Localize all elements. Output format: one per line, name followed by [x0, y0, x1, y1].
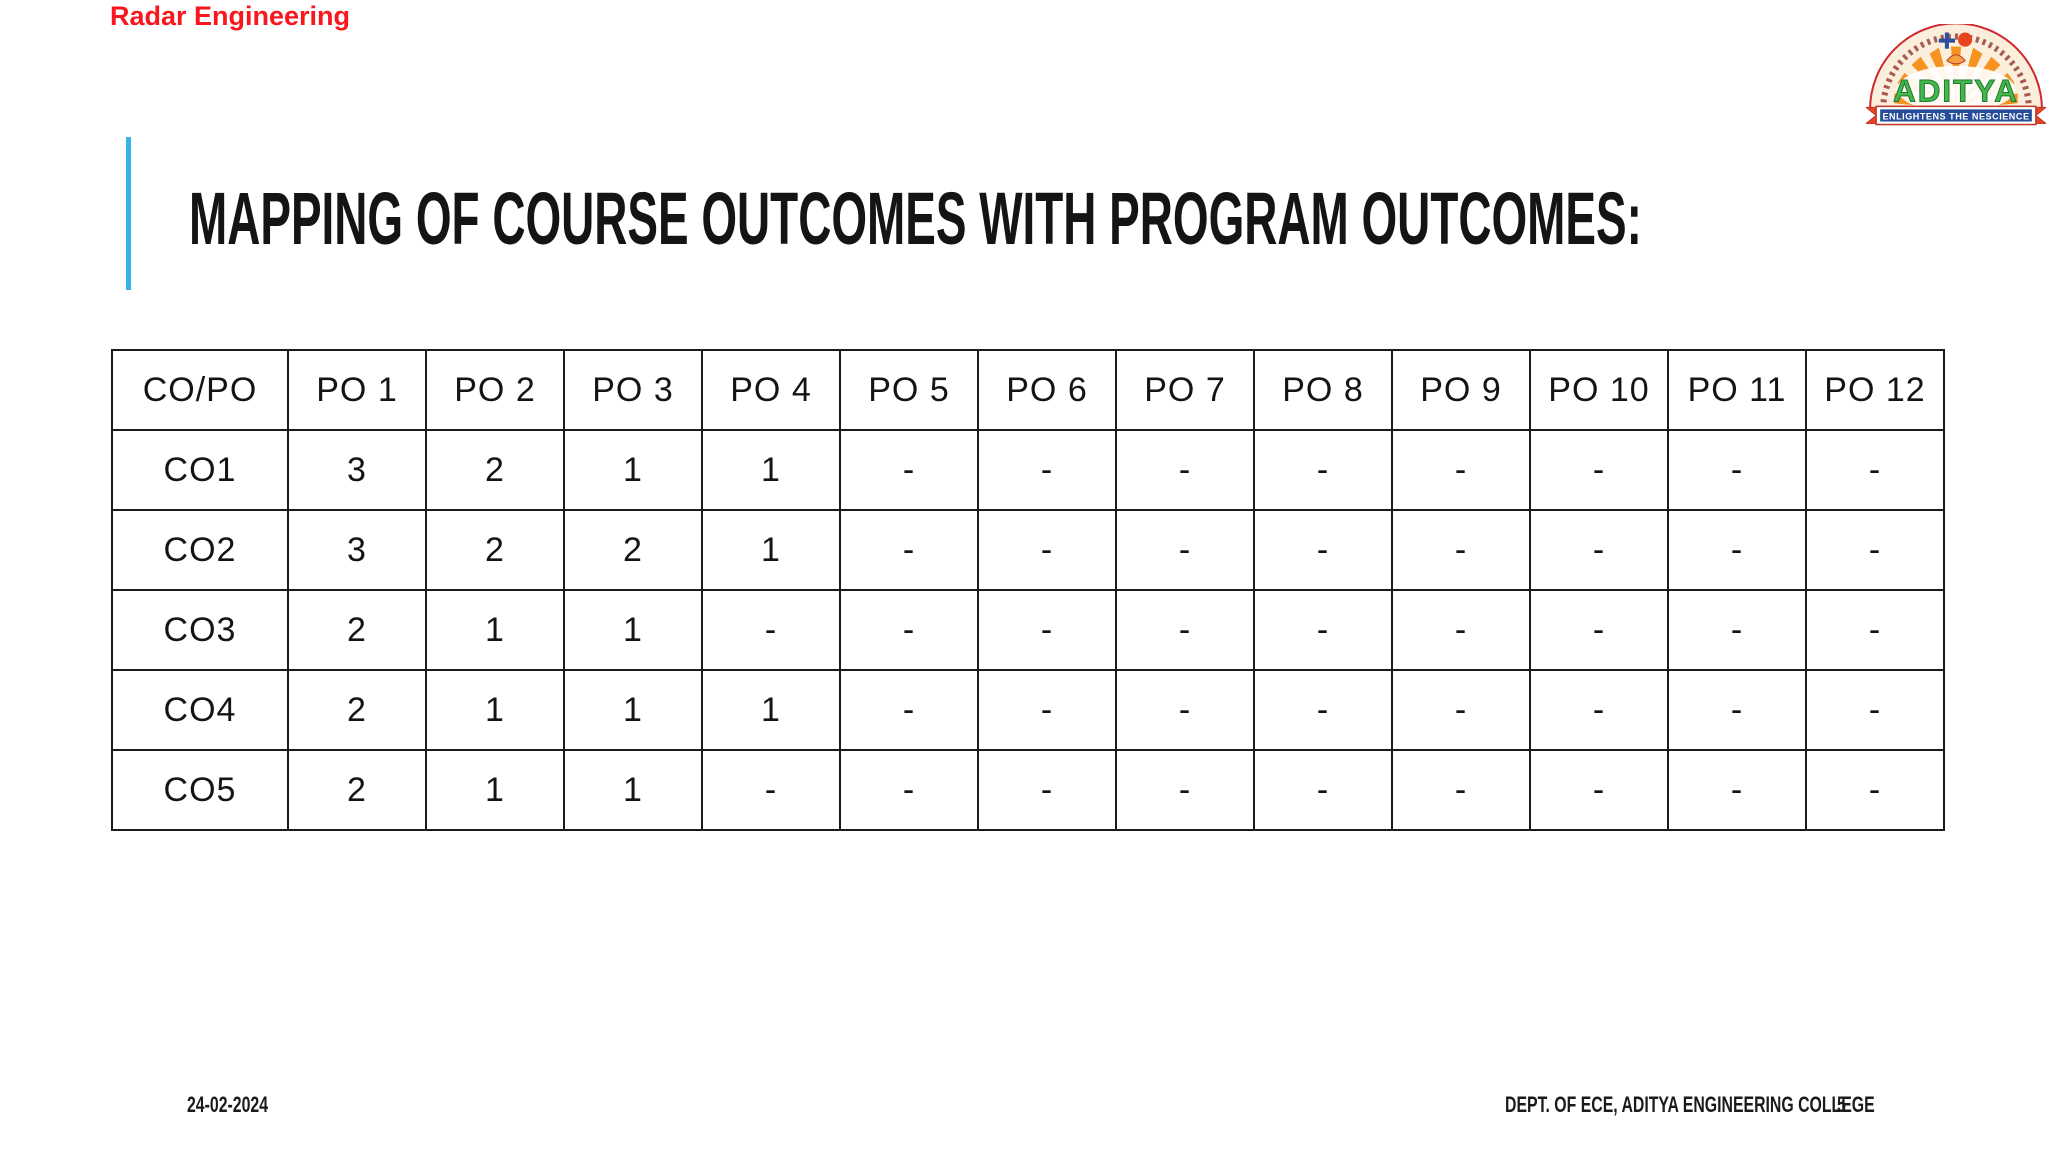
course-label: Radar Engineering: [110, 1, 351, 31]
table-cell: -: [1805, 589, 1945, 671]
table-cell: -: [977, 669, 1117, 751]
column-header: PO 9: [1391, 349, 1531, 431]
table-cell: 2: [563, 509, 703, 591]
column-header: PO 4: [701, 349, 841, 431]
table-cell: -: [1253, 749, 1393, 831]
table-cell: -: [839, 749, 979, 831]
column-header: CO/PO: [111, 349, 289, 431]
table-cell: 1: [701, 669, 841, 751]
row-label: CO4: [111, 669, 289, 751]
column-header: PO 1: [287, 349, 427, 431]
table-cell: 3: [287, 509, 427, 591]
table-cell: -: [977, 509, 1117, 591]
table-cell: -: [1115, 429, 1255, 511]
table-cell: -: [1115, 749, 1255, 831]
table-cell: -: [1391, 429, 1531, 511]
table-cell: 1: [563, 669, 703, 751]
page-title: MAPPING OF COURSE OUTCOMES WITH PROGRAM …: [189, 177, 1642, 260]
table-cell: -: [1253, 669, 1393, 751]
table-cell: -: [839, 429, 979, 511]
table-cell: -: [1391, 749, 1531, 831]
table-row: CO4 2 1 1 1- - - - - - - -: [111, 669, 1945, 751]
table-cell: -: [1391, 509, 1531, 591]
table-header-row: CO/PO PO 1 PO 2 PO 3 PO 4 PO 5 PO 6 PO 7 PO 8 PO …: [111, 349, 1945, 431]
table-cell: -: [1805, 429, 1945, 511]
column-header: PO 2: [425, 349, 565, 431]
table-cell: -: [701, 749, 841, 831]
svg-text:ADITYA: ADITYA: [1893, 73, 2019, 108]
table-row: CO1 3 2 1 1- - - - - - - -: [111, 429, 1945, 511]
title-accent-bar: [126, 137, 131, 290]
table-cell: -: [1667, 589, 1807, 671]
table-cell: -: [1253, 509, 1393, 591]
column-header: PO 5: [839, 349, 979, 431]
table-cell: -: [1391, 589, 1531, 671]
column-header: PO 12: [1805, 349, 1945, 431]
table-cell: -: [1529, 669, 1669, 751]
table-cell: -: [1805, 669, 1945, 751]
table-cell: 3: [287, 429, 427, 511]
table-cell: -: [839, 589, 979, 671]
table-cell: 1: [701, 509, 841, 591]
table-cell: 1: [563, 749, 703, 831]
table-cell: -: [1529, 509, 1669, 591]
table-cell: 1: [701, 429, 841, 511]
table-cell: -: [701, 589, 841, 671]
row-label: CO5: [111, 749, 289, 831]
table-cell: -: [1115, 589, 1255, 671]
footer-page-number: 5: [1837, 1092, 1846, 1117]
footer-date: 24-02-2024: [187, 1092, 269, 1117]
table-cell: -: [839, 669, 979, 751]
table-cell: 1: [563, 429, 703, 511]
co-po-mapping-table: CO/PO PO 1 PO 2 PO 3 PO 4 PO 5 PO 6 PO 7 PO 8 PO …: [111, 349, 1945, 831]
column-header: PO 11: [1667, 349, 1807, 431]
table-cell: -: [1805, 749, 1945, 831]
row-label: CO1: [111, 429, 289, 511]
table-row: CO3 2 1 1- - - - - - - - -: [111, 589, 1945, 671]
table-cell: -: [1115, 509, 1255, 591]
table-cell: -: [1391, 669, 1531, 751]
table-row: CO5 2 1 1- - - - - - - - -: [111, 749, 1945, 831]
table-cell: -: [1529, 749, 1669, 831]
college-logo-icon: ADITYA ENLIGHTENS THE NESCIENCE: [1864, 22, 2048, 128]
column-header: PO 8: [1253, 349, 1393, 431]
table-cell: 2: [287, 669, 427, 751]
table-cell: 1: [563, 589, 703, 671]
table-cell: -: [1667, 749, 1807, 831]
table-cell: 2: [287, 749, 427, 831]
footer-department: DEPT. OF ECE, ADITYA ENGINEERING COLLEGE: [1505, 1092, 1875, 1117]
table-cell: -: [839, 509, 979, 591]
column-header: PO 6: [977, 349, 1117, 431]
column-header: PO 3: [563, 349, 703, 431]
table-cell: -: [1253, 429, 1393, 511]
row-label: CO3: [111, 589, 289, 671]
table-row: CO2 3 2 2 1- - - - - - - -: [111, 509, 1945, 591]
table-cell: -: [1253, 589, 1393, 671]
table-cell: 1: [425, 749, 565, 831]
table-cell: 2: [287, 589, 427, 671]
table-cell: -: [1667, 669, 1807, 751]
column-header: PO 7: [1115, 349, 1255, 431]
table-cell: 2: [425, 429, 565, 511]
row-label: CO2: [111, 509, 289, 591]
table-cell: -: [1529, 589, 1669, 671]
table-cell: -: [1667, 429, 1807, 511]
table-cell: 1: [425, 669, 565, 751]
table-cell: -: [977, 589, 1117, 671]
table-cell: -: [1115, 669, 1255, 751]
table-cell: -: [1805, 509, 1945, 591]
table-cell: 1: [425, 589, 565, 671]
table-cell: -: [977, 429, 1117, 511]
table-cell: -: [977, 749, 1117, 831]
column-header: PO 10: [1529, 349, 1669, 431]
logo-tagline: ENLIGHTENS THE NESCIENCE: [1882, 111, 2029, 121]
table-cell: -: [1667, 509, 1807, 591]
table-cell: 2: [425, 509, 565, 591]
table-cell: -: [1529, 429, 1669, 511]
